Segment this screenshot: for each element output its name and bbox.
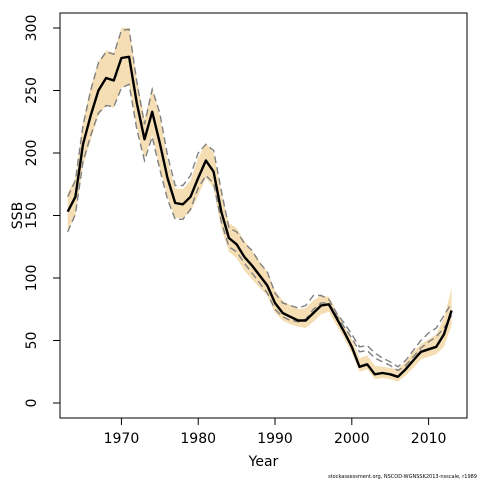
ssb-line (66, 55, 453, 378)
y-axis: 0 50 100 150 200 250 300 (24, 15, 61, 408)
y-tick-label: 50 (24, 332, 40, 350)
dashed-lines-layer (67, 28, 453, 372)
y-tick-label: 250 (24, 77, 40, 104)
y-tick-label: 200 (24, 140, 40, 167)
footnote: stockassessment.org, NSCOD-WGNSSK2013-ns… (328, 474, 477, 480)
dashed-line-2 (67, 83, 453, 372)
y-tick-label: 0 (24, 399, 40, 408)
x-tick-label: 1970 (104, 431, 140, 447)
x-tick-label: 2000 (334, 431, 370, 447)
main-line-layer (66, 55, 453, 378)
dashed-line-1 (67, 28, 453, 368)
x-axis-title: Year (248, 454, 279, 470)
y-axis-title: SSB (10, 202, 26, 229)
x-tick-label: 1980 (180, 431, 216, 447)
x-tick-label: 2010 (411, 431, 447, 447)
y-tick-label: 150 (24, 202, 40, 229)
y-tick-label: 300 (24, 15, 40, 42)
y-tick-label: 100 (24, 265, 40, 292)
confidence-band (67, 28, 452, 382)
x-axis: 1970 1980 1990 2000 2010 (104, 417, 447, 447)
confidence-band-layer (67, 28, 452, 382)
x-tick-label: 1990 (257, 431, 293, 447)
